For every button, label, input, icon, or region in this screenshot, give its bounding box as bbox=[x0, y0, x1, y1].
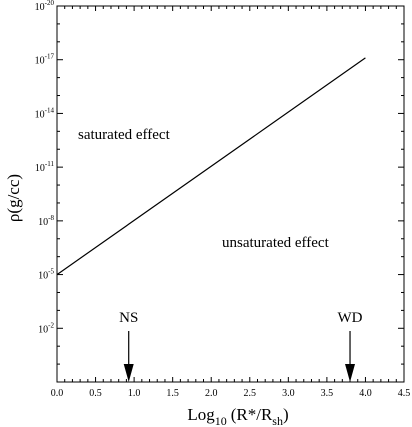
marker-arrow-head bbox=[123, 364, 134, 382]
x-tick-label: 3.5 bbox=[321, 388, 334, 399]
region-label-unsaturated: unsaturated effect bbox=[222, 235, 330, 251]
y-axis-ticks: 10-20 10-17 10-14 10-11 10-8 10-5 10-2 bbox=[35, 0, 404, 383]
y-tick-label: 10-8 bbox=[38, 214, 54, 228]
y-tick-label: 10-17 bbox=[35, 53, 55, 67]
x-axis-title-expr: (R*/R bbox=[231, 405, 273, 424]
x-axis-title-base: Log bbox=[187, 405, 215, 424]
y-axis-title: ρ(g/cc) bbox=[4, 174, 23, 222]
x-tick-label: 0.5 bbox=[89, 388, 102, 399]
x-tick-label: 3.0 bbox=[282, 388, 295, 399]
x-tick-label: 2.5 bbox=[244, 388, 257, 399]
plot-frame bbox=[56, 5, 405, 383]
y-tick-label: 10-14 bbox=[35, 106, 55, 120]
region-label-saturated: saturated effect bbox=[78, 127, 171, 143]
x-axis-title-close: ) bbox=[283, 405, 289, 424]
y-tick-label: 10-2 bbox=[38, 321, 54, 335]
marker-label: WD bbox=[338, 310, 363, 326]
y-tick-label: 10-5 bbox=[38, 268, 54, 282]
x-axis-ticks: 0.0 0.5 1.0 1.5 2.0 2.5 3.0 3.5 4.0 4.5 bbox=[51, 6, 411, 399]
y-tick-label: 10-11 bbox=[35, 160, 55, 174]
x-tick-label: 1.5 bbox=[166, 388, 179, 399]
x-axis-title: Log10 (R*/Rsh) bbox=[187, 405, 288, 427]
y-tick-label: 10-20 bbox=[35, 0, 55, 13]
x-tick-label: 4.5 bbox=[398, 388, 411, 399]
marker-arrow-head bbox=[345, 364, 356, 382]
x-tick-label: 2.0 bbox=[205, 388, 218, 399]
x-axis-title-base-sub: 10 bbox=[215, 414, 227, 427]
x-axis-title-expr-sub: sh bbox=[272, 414, 283, 427]
markers-group: NS WD bbox=[119, 310, 363, 382]
marker-label: NS bbox=[119, 310, 138, 326]
x-tick-label: 0.0 bbox=[51, 388, 64, 399]
x-tick-label: 1.0 bbox=[128, 388, 141, 399]
series-group bbox=[56, 57, 366, 276]
series-line bbox=[56, 57, 366, 276]
x-tick-label: 4.0 bbox=[359, 388, 372, 399]
